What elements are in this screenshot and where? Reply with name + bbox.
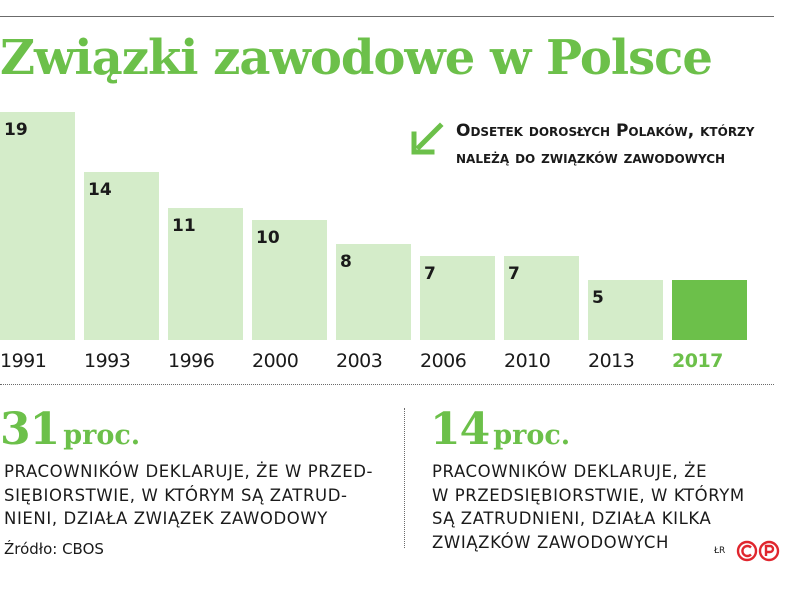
legend-text: Odsetek dorosłych Polaków, którzy należą… (456, 121, 755, 168)
chart-title: Związki zawodowe w Polsce (0, 30, 713, 86)
source-note: Źródło: CBOS (4, 540, 104, 558)
x-tick-2000: 2000 (252, 350, 298, 372)
data-label-2003: 8 (340, 252, 352, 272)
data-label-1991: 19 (4, 120, 28, 140)
bar-2000 (252, 220, 327, 340)
cp-logo-icon (736, 540, 780, 562)
stat-description: PRACOWNIKÓW DEKLARUJE, ŻE W PRZEDSIĘBIOR… (432, 462, 745, 552)
data-label-2013: 5 (592, 288, 604, 308)
stat-number: 31 (0, 404, 60, 455)
x-tick-2010: 2010 (504, 350, 550, 372)
stat-unit: proc. (493, 420, 571, 451)
author-credit: ŁR (714, 546, 726, 556)
data-label-1993: 14 (88, 180, 112, 200)
stat-31-percent: 31 proc. (0, 404, 140, 455)
vertical-divider (404, 408, 405, 548)
x-tick-1993: 1993 (84, 350, 130, 372)
bar-1993 (84, 172, 159, 340)
bar-2003 (336, 244, 411, 340)
bar-2006 (420, 256, 495, 340)
bar-1996 (168, 208, 243, 340)
bar-2013 (588, 280, 663, 340)
data-label-1996: 11 (172, 216, 196, 236)
arrow-down-left-icon (411, 122, 444, 155)
stat-14-percent: 14 proc. (430, 404, 570, 455)
x-tick-2013: 2013 (588, 350, 634, 372)
data-label-2000: 10 (256, 228, 280, 248)
stat-number: 14 (430, 404, 490, 455)
stat-unit: proc. (63, 420, 141, 451)
data-label-2010: 7 (508, 264, 520, 284)
x-tick-2017: 2017 (672, 350, 723, 372)
top-rule (0, 16, 774, 17)
x-tick-2006: 2006 (420, 350, 466, 372)
stat-description: PRACOWNIKÓW DEKLARUJE, ŻE W PRZED- SIĘBI… (4, 462, 374, 528)
bar-2010 (504, 256, 579, 340)
bar-1991 (0, 112, 75, 340)
x-tick-1996: 1996 (168, 350, 214, 372)
bar-2017 (672, 280, 747, 340)
data-label-2017: 5 (676, 288, 688, 308)
data-label-2006: 7 (424, 264, 436, 284)
bar-chart: 19 1991 14 1993 11 1996 10 2000 8 2003 7 2006 7 2010 5… (0, 112, 747, 372)
divider (0, 384, 774, 385)
x-tick-2003: 2003 (336, 350, 382, 372)
x-tick-1991: 1991 (0, 350, 46, 372)
